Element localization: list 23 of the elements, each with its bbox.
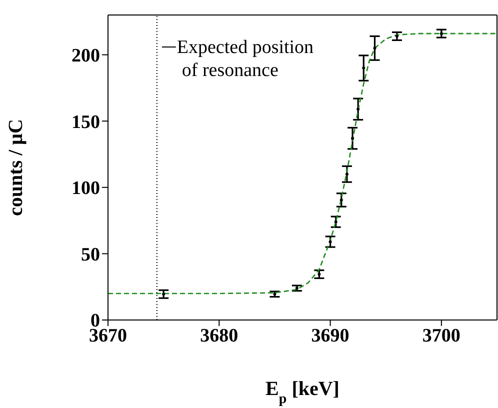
y-tick-label: 50: [81, 244, 100, 266]
x-axis-title: E$_{p}$ [keV]: [266, 378, 340, 406]
point: [373, 46, 376, 50]
x-tick-label: 3690: [311, 325, 350, 346]
point: [345, 172, 348, 176]
ref-line-label: Expected position of resonance: [176, 37, 314, 81]
y-tick-label: 100: [72, 178, 100, 200]
point: [328, 240, 332, 244]
point: [351, 136, 354, 140]
point: [440, 32, 443, 36]
y-axis-title: counts / μC: [5, 119, 27, 216]
point: [334, 220, 338, 224]
point: [318, 272, 321, 276]
x-tick-label: 3680: [200, 325, 238, 346]
point: [162, 292, 166, 296]
y-tick-label: 150: [72, 112, 100, 133]
y-tick-label: 200: [72, 46, 100, 67]
point: [395, 34, 398, 38]
line-series: [108, 32, 497, 294]
x-tick-label: 3700: [422, 325, 460, 346]
point: [356, 108, 360, 111]
point: [362, 66, 366, 70]
point: [340, 198, 343, 202]
